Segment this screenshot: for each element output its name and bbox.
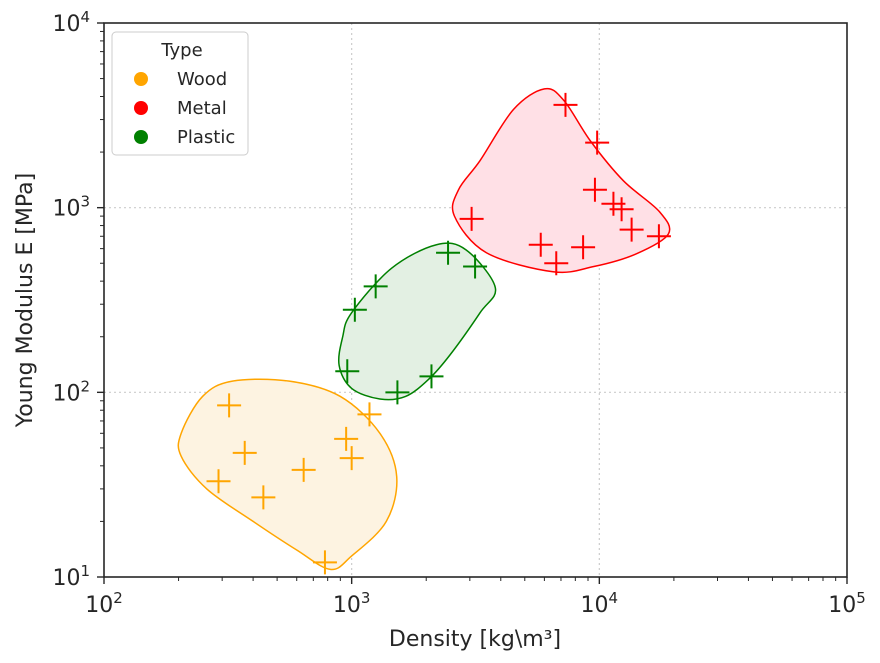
point-wood — [357, 402, 382, 427]
point-metal — [619, 217, 644, 242]
point-metal — [582, 177, 607, 202]
x-tick-label: 103 — [333, 589, 371, 618]
legend-marker-wood — [134, 72, 148, 86]
y-tick-label: 102 — [52, 377, 90, 406]
legend-label-metal: Metal — [177, 98, 227, 119]
legend-box — [111, 31, 249, 156]
point-wood — [232, 440, 257, 465]
x-tick-label: 102 — [85, 589, 123, 618]
point-metal — [571, 235, 596, 260]
point-plastic — [385, 380, 410, 405]
legend-title: Type — [160, 40, 202, 61]
y-tick-label: 101 — [52, 562, 90, 591]
legend: Type Wood Metal Plastic — [111, 31, 249, 156]
point-plastic — [463, 254, 488, 279]
point-wood — [206, 469, 231, 494]
legend-marker-metal — [134, 101, 148, 115]
point-metal — [528, 232, 553, 257]
legend-marker-plastic — [134, 130, 148, 144]
point-wood — [334, 426, 359, 451]
point-metal — [544, 251, 569, 276]
y-tick-label: 104 — [52, 8, 90, 37]
point-wood — [217, 393, 242, 418]
x-tick-label: 104 — [581, 589, 619, 618]
point-plastic — [436, 240, 461, 265]
point-metal — [459, 206, 484, 231]
point-metal — [585, 130, 610, 155]
region-plastic — [338, 242, 497, 401]
point-metal — [646, 224, 671, 249]
plot-frame — [103, 22, 848, 578]
point-wood — [339, 446, 364, 471]
point-wood — [251, 485, 276, 510]
point-plastic — [363, 274, 388, 299]
point-plastic — [335, 359, 360, 384]
point-metal — [609, 197, 634, 222]
legend-entries: Wood Metal Plastic — [134, 69, 235, 148]
region-wood — [177, 378, 398, 571]
point-metal — [553, 92, 578, 117]
region-metal — [451, 87, 671, 274]
x-tick-label: 105 — [828, 589, 866, 618]
point-plastic — [419, 364, 444, 389]
y-tick-label: 103 — [52, 193, 90, 222]
point-plastic — [342, 297, 367, 322]
y-axis-title: Young Modulus E [MPa] — [13, 173, 38, 428]
cluster-regions — [177, 87, 671, 571]
point-wood — [312, 550, 337, 575]
data-points — [206, 92, 671, 575]
legend-label-wood: Wood — [177, 69, 227, 90]
legend-label-plastic: Plastic — [177, 127, 235, 148]
x-axis-title: Density [kg\m³] — [389, 627, 561, 652]
point-wood — [291, 457, 316, 482]
